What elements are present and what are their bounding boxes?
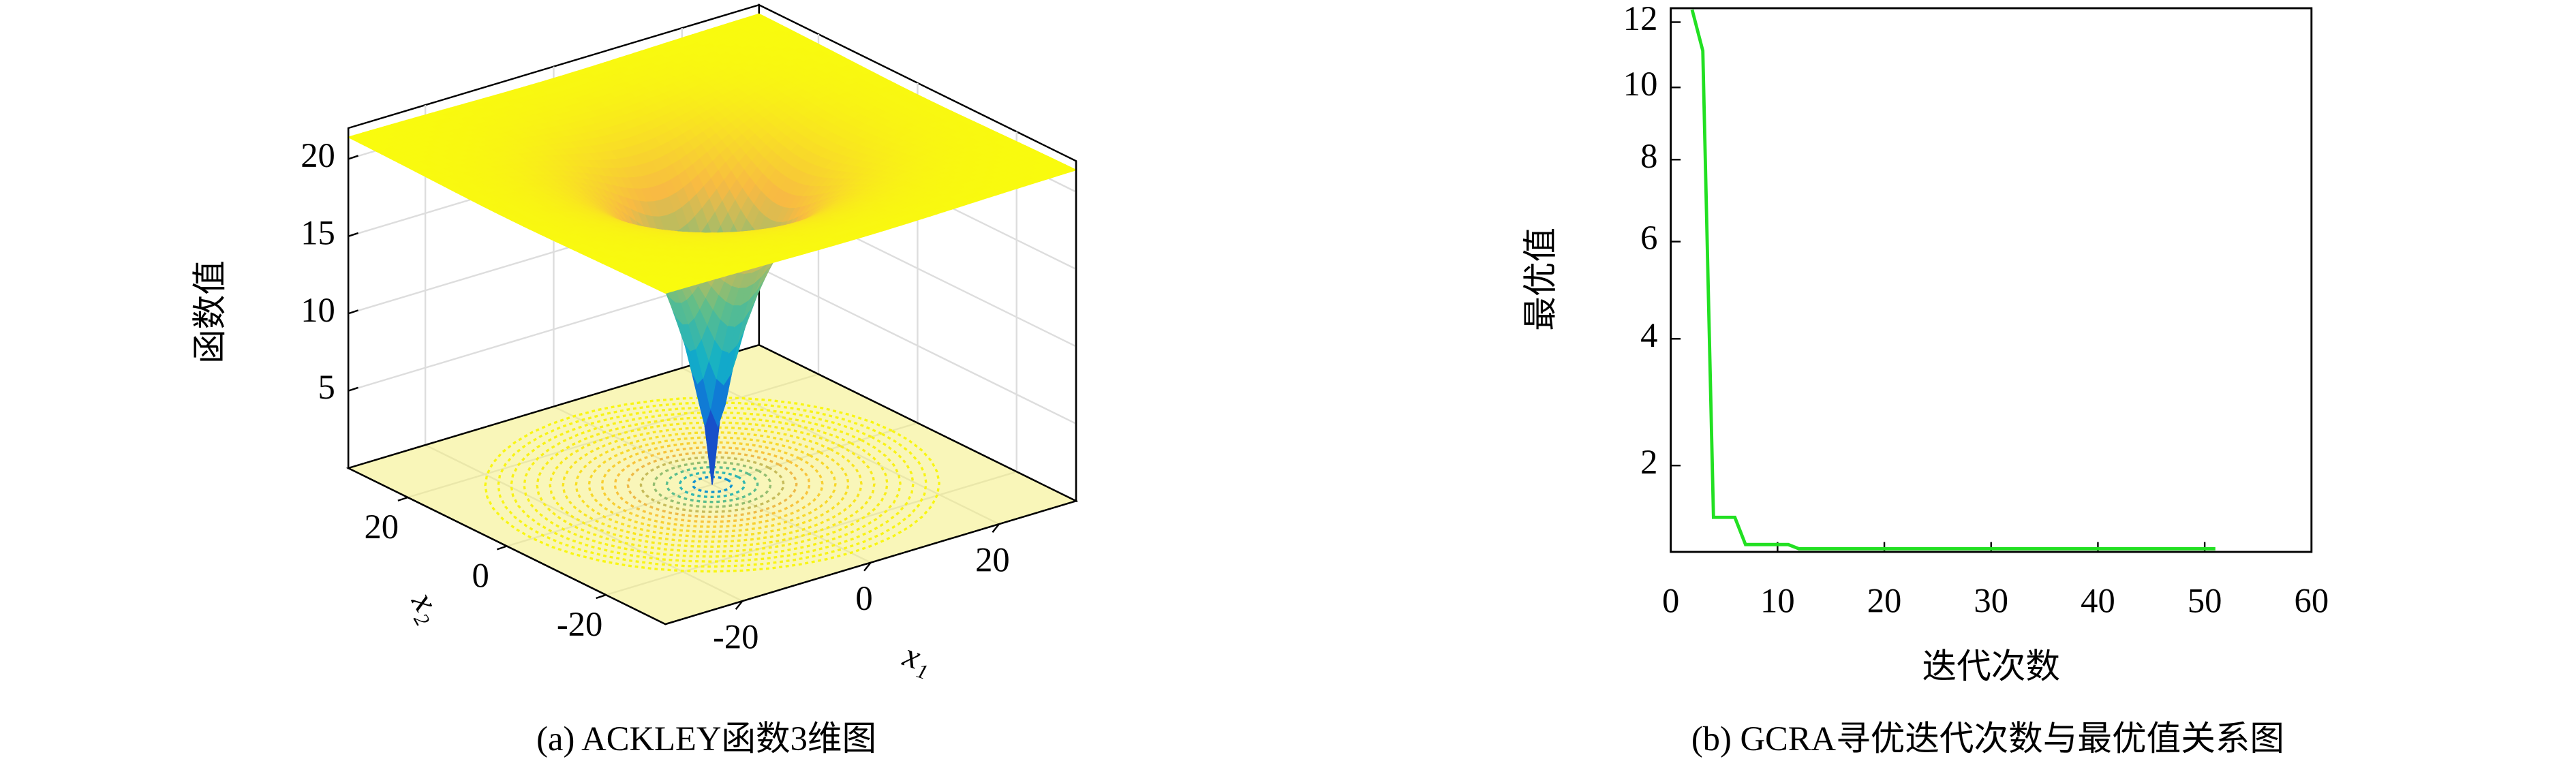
y-tick-label: 20 bbox=[364, 508, 399, 546]
y-tick bbox=[496, 545, 508, 551]
z-tick-label: 5 bbox=[318, 368, 335, 406]
x-tick bbox=[863, 561, 872, 572]
caption: (b) GCRA寻优迭代次数与最优值关系图 bbox=[1691, 720, 2284, 758]
contour bbox=[639, 456, 785, 513]
axis-box bbox=[347, 128, 1077, 626]
y-tick-label: 4 bbox=[1640, 316, 1657, 354]
contour bbox=[626, 451, 798, 519]
y-axis-label: 最优值 bbox=[1522, 228, 1560, 331]
z-tick bbox=[348, 155, 358, 160]
x-tick-label: 60 bbox=[2295, 582, 2329, 620]
contour bbox=[549, 421, 876, 548]
contour bbox=[510, 406, 915, 563]
x-tick-label: 20 bbox=[1867, 582, 1902, 620]
x-tick-label: 0 bbox=[1662, 582, 1679, 620]
x-axis-label: 迭代次数 bbox=[1922, 647, 2060, 685]
y-tick-label: -20 bbox=[557, 605, 602, 643]
contour bbox=[574, 431, 850, 538]
x-tick-label: 20 bbox=[975, 541, 1010, 579]
contour bbox=[562, 426, 863, 543]
contour bbox=[497, 401, 927, 568]
x-tick-label: 0 bbox=[855, 579, 872, 617]
z-tick bbox=[348, 386, 358, 392]
y-tick bbox=[596, 593, 607, 600]
y-tick bbox=[397, 496, 408, 501]
y-tick-label: 8 bbox=[1640, 137, 1657, 175]
contour bbox=[665, 465, 759, 504]
z-axis-label: 函数值 bbox=[191, 260, 229, 364]
caption: (a) ACKLEY函数3维图 bbox=[536, 720, 876, 758]
contour bbox=[600, 441, 824, 528]
plot-frame bbox=[1670, 7, 2313, 553]
x-tick-label: 40 bbox=[2081, 582, 2115, 620]
z-tick-label: 20 bbox=[301, 136, 335, 174]
z-tick-label: 15 bbox=[301, 213, 335, 251]
contour bbox=[678, 471, 746, 499]
y-tick-label: 2 bbox=[1640, 443, 1657, 481]
contour bbox=[587, 436, 837, 534]
z-tick-label: 10 bbox=[301, 291, 335, 329]
contour bbox=[536, 416, 889, 553]
x-tick-label: 30 bbox=[1974, 582, 2008, 620]
surface-cell bbox=[658, 288, 675, 294]
line-chart: 2 4 6 8 10 12 0 10 20 30 40 50 60 迭代次数 最优值 (b) GCRA寻优迭代… bbox=[1522, 0, 2329, 758]
contour bbox=[652, 461, 772, 508]
contour bbox=[523, 411, 902, 558]
y-tick-label: 12 bbox=[1623, 0, 1658, 37]
y-tick-label: 0 bbox=[472, 556, 489, 594]
z-tick bbox=[348, 232, 358, 237]
contour bbox=[484, 396, 940, 573]
x-tick bbox=[735, 600, 743, 610]
y-tick-label: 10 bbox=[1623, 65, 1658, 103]
x-tick-label: 50 bbox=[2188, 582, 2222, 620]
contour bbox=[613, 446, 811, 523]
y-tick-label: 6 bbox=[1640, 219, 1657, 257]
x-tick bbox=[992, 523, 1000, 533]
contour bbox=[691, 476, 733, 493]
x-tick-label: 10 bbox=[1760, 582, 1795, 620]
x-tick-label: -20 bbox=[713, 618, 758, 656]
data-line bbox=[1690, 9, 2215, 551]
z-tick bbox=[348, 309, 358, 315]
